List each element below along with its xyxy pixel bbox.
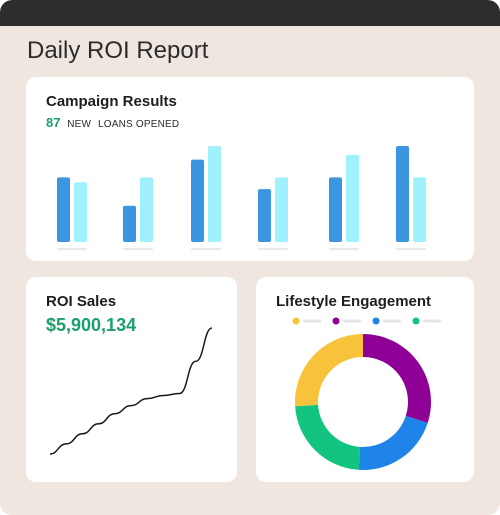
bar-label-placeholder (57, 248, 87, 250)
bar-group (191, 145, 221, 250)
donut-slice (363, 334, 431, 424)
roi-sales-value: $5,900,134 (46, 315, 137, 335)
bar-group (396, 145, 426, 250)
legend-label-placeholder (423, 319, 441, 323)
legend-label-placeholder (303, 319, 321, 323)
campaign-results-card: Campaign Results 87 NEW LOANS OPENED (26, 77, 474, 261)
campaign-bar-chart (57, 145, 426, 250)
bar-label-placeholder (191, 248, 221, 250)
bar (329, 177, 342, 242)
bar-group (123, 177, 153, 250)
roi-sales-title: ROI Sales (46, 293, 117, 310)
bar (140, 177, 153, 242)
legend-item (372, 317, 401, 325)
donut-slice (295, 404, 361, 470)
lifestyle-engagement-title: Lifestyle Engagement (276, 293, 432, 310)
new-loans-count: 87 (46, 115, 61, 130)
roi-sales-card: ROI Sales $5,900,134 (26, 277, 237, 482)
bar (123, 205, 136, 242)
bar (258, 189, 271, 242)
bar (396, 145, 409, 242)
bar (74, 182, 87, 242)
bar-label-placeholder (396, 248, 426, 250)
series-line (49, 327, 213, 455)
legend-swatch (292, 317, 300, 325)
bar-label-placeholder (258, 248, 288, 250)
bar (413, 177, 426, 242)
legend-item (332, 317, 361, 325)
legend-label-placeholder (343, 319, 361, 323)
page-title: Daily ROI Report (27, 37, 209, 64)
legend-swatch (412, 317, 420, 325)
donut-slice (358, 415, 428, 471)
legend-swatch (372, 317, 380, 325)
roi-line-chart (49, 327, 213, 455)
loans-opened-label: LOANS OPENED (97, 119, 180, 130)
new-label: NEW (67, 119, 92, 130)
bar-group (258, 177, 288, 250)
legend-label-placeholder (383, 319, 401, 323)
bar (57, 177, 70, 242)
bar-group (329, 154, 359, 250)
lifestyle-engagement-card: Lifestyle Engagement (256, 277, 474, 482)
campaign-results-title: Campaign Results (46, 93, 177, 110)
bar (275, 177, 288, 242)
bar (208, 145, 221, 242)
bar-group (57, 177, 87, 250)
bar (346, 154, 359, 242)
bar-label-placeholder (123, 248, 153, 250)
lifestyle-donut-chart (294, 334, 431, 471)
legend-item (292, 317, 321, 325)
lifestyle-legend (292, 317, 441, 325)
legend-item (412, 317, 441, 325)
window-title-bar (0, 0, 500, 26)
bar-label-placeholder (329, 248, 359, 250)
campaign-stat: 87 NEW LOANS OPENED (46, 115, 183, 130)
legend-swatch (332, 317, 340, 325)
donut-slice (294, 334, 363, 407)
bar (191, 159, 204, 242)
